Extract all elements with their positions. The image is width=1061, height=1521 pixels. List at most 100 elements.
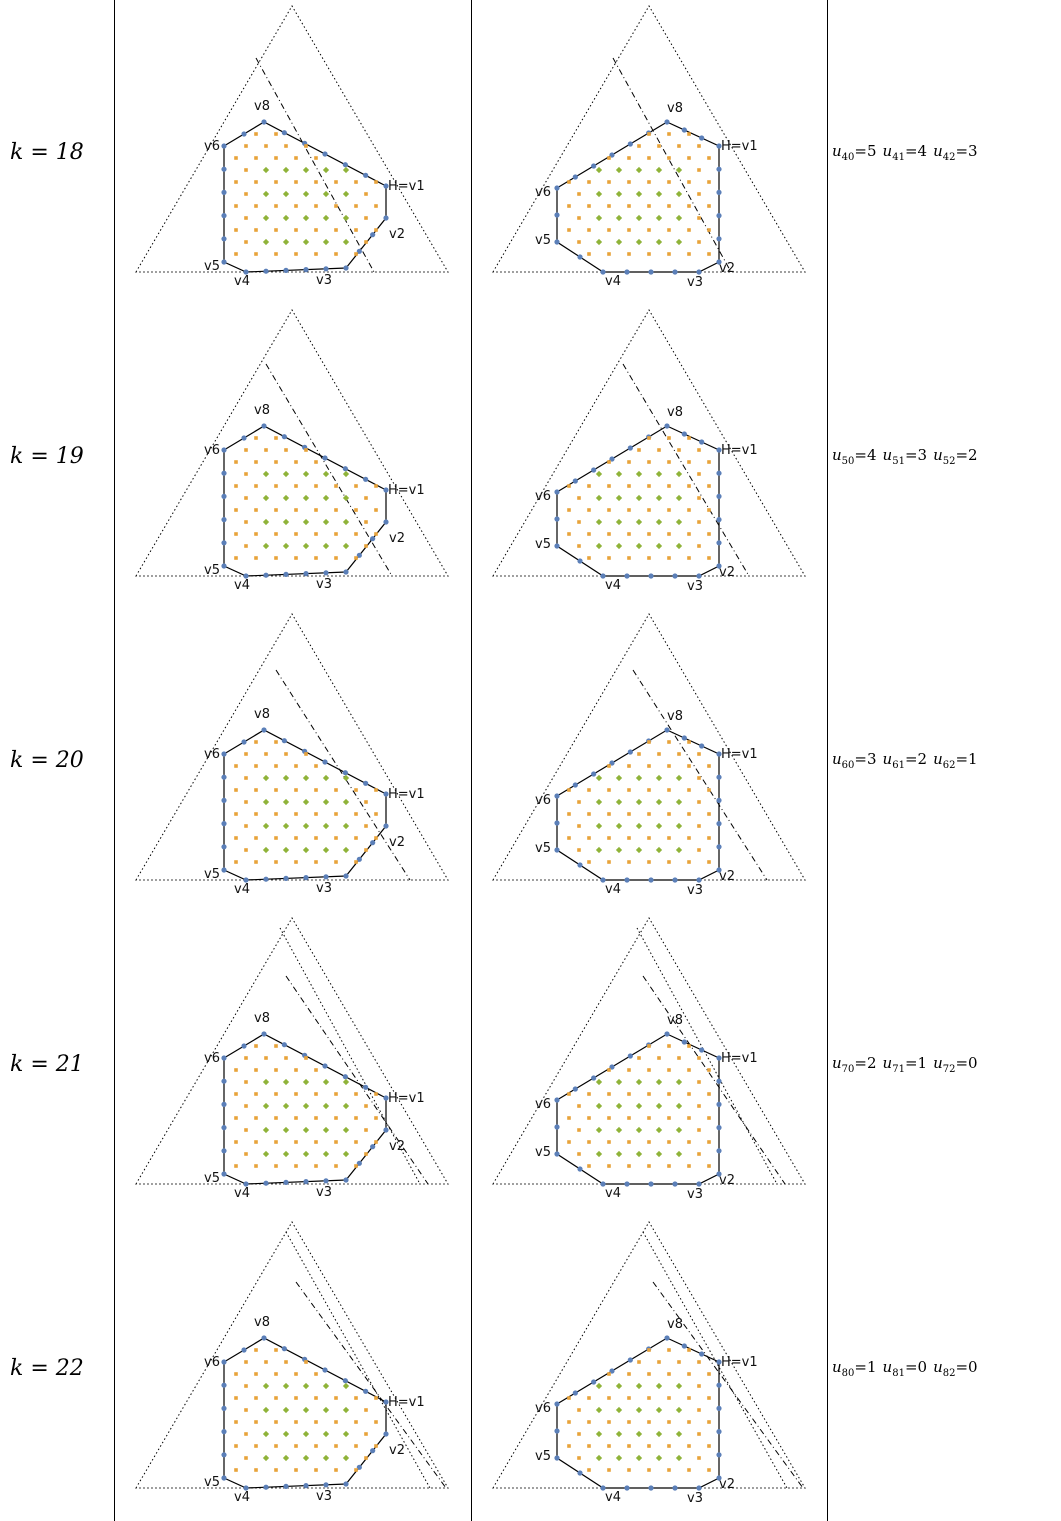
green-dot xyxy=(322,822,330,830)
vertex-label: v6 xyxy=(204,1355,220,1370)
vertex-label: v6 xyxy=(204,139,220,154)
green-dot xyxy=(262,238,270,246)
orange-dot xyxy=(647,812,651,816)
green-dot xyxy=(302,1406,310,1414)
orange-dot xyxy=(374,508,378,512)
k-label: k = 18 xyxy=(10,139,84,165)
orange-dot xyxy=(577,848,581,852)
left-polytope-diagram: H=v1 v2 v3 v4 v5 v6 v8 xyxy=(135,309,449,593)
orange-dot xyxy=(627,836,631,840)
boundary-dot xyxy=(370,840,376,846)
orange-dot xyxy=(244,1152,248,1156)
boundary-dot xyxy=(356,1464,362,1470)
green-dot xyxy=(342,470,350,478)
boundary-dot xyxy=(554,1124,560,1130)
orange-dot xyxy=(294,1468,298,1472)
green-dot xyxy=(595,1126,603,1134)
boundary-dot xyxy=(591,1075,597,1081)
orange-dot xyxy=(627,204,631,208)
boundary-dot xyxy=(383,823,389,829)
boundary-dot xyxy=(591,1379,597,1385)
vertex-label: H=v1 xyxy=(721,1051,758,1066)
green-dot xyxy=(615,1454,623,1462)
green-dot xyxy=(282,166,290,174)
orange-dot xyxy=(607,836,611,840)
green-dot xyxy=(302,494,310,502)
orange-dot xyxy=(354,836,358,840)
green-dot xyxy=(675,494,683,502)
orange-dot xyxy=(687,132,691,136)
orange-dot xyxy=(254,740,258,744)
orange-dot xyxy=(667,532,671,536)
green-dot xyxy=(595,1150,603,1158)
orange-dot xyxy=(234,508,238,512)
orange-dot xyxy=(274,1444,278,1448)
orange-dot xyxy=(244,1408,248,1412)
orange-dot xyxy=(244,168,248,172)
orange-dot xyxy=(707,860,711,864)
orange-dot xyxy=(587,812,591,816)
green-dot xyxy=(595,214,603,222)
inner-dotted-line xyxy=(279,927,421,1185)
orange-dot xyxy=(627,1396,631,1400)
orange-dot xyxy=(607,788,611,792)
orange-dot xyxy=(284,448,288,452)
left-polytope-diagram: H=v1 v2 v3 v4 v5 v6 v8 xyxy=(135,613,449,897)
orange-dot xyxy=(314,860,318,864)
boundary-dot xyxy=(363,476,369,482)
boundary-dot xyxy=(554,793,560,799)
green-dot xyxy=(322,166,330,174)
green-dot xyxy=(655,470,663,478)
orange-dot xyxy=(587,1468,591,1472)
vertex-label: v3 xyxy=(687,275,703,290)
orange-dot xyxy=(254,1140,258,1144)
orange-dot xyxy=(354,532,358,536)
orange-dot xyxy=(274,508,278,512)
orange-dot xyxy=(687,1140,691,1144)
u-value: u72=0 xyxy=(933,1053,978,1075)
boundary-dot xyxy=(577,862,583,868)
cut-line xyxy=(255,57,375,273)
boundary-dot xyxy=(221,189,227,195)
orange-dot xyxy=(274,1140,278,1144)
outer-triangle xyxy=(135,309,449,577)
orange-dot xyxy=(577,216,581,220)
green-dot xyxy=(635,1406,643,1414)
vertex-label: v8 xyxy=(254,1011,270,1026)
green-dot xyxy=(595,1102,603,1110)
orange-dot xyxy=(697,776,701,780)
boundary-dot xyxy=(343,873,349,879)
green-dot xyxy=(282,1102,290,1110)
row-k-1: k = 19 H=v1 v2 v3 v4 v5 v6 v8 H=v1 v2 v3 v4 v5 v6 v8 u5… xyxy=(0,304,1061,608)
boundary-dot xyxy=(221,470,227,476)
boundary-dot xyxy=(283,1179,289,1185)
vertex-label: v6 xyxy=(535,1401,551,1416)
orange-dot xyxy=(567,1420,571,1424)
orange-dot xyxy=(647,204,651,208)
orange-dot xyxy=(607,460,611,464)
boundary-dot xyxy=(221,774,227,780)
boundary-dot xyxy=(363,172,369,178)
orange-dot xyxy=(244,1384,248,1388)
green-dot xyxy=(342,214,350,222)
orange-dot xyxy=(274,836,278,840)
green-dot xyxy=(675,1382,683,1390)
orange-dot xyxy=(707,204,711,208)
orange-dot xyxy=(314,252,318,256)
orange-dot xyxy=(687,860,691,864)
boundary-dot xyxy=(356,1160,362,1166)
green-dot xyxy=(615,190,623,198)
orange-dot xyxy=(304,752,308,756)
green-dot xyxy=(322,470,330,478)
boundary-dot xyxy=(572,174,578,180)
orange-dot xyxy=(334,1468,338,1472)
orange-dot xyxy=(647,1068,651,1072)
orange-dot xyxy=(607,508,611,512)
orange-dot xyxy=(707,1372,711,1376)
orange-dot xyxy=(607,764,611,768)
green-dot xyxy=(302,1126,310,1134)
cut-line xyxy=(295,1281,447,1489)
boundary-dot xyxy=(716,1148,722,1154)
orange-dot xyxy=(627,1092,631,1096)
orange-dot xyxy=(667,252,671,256)
